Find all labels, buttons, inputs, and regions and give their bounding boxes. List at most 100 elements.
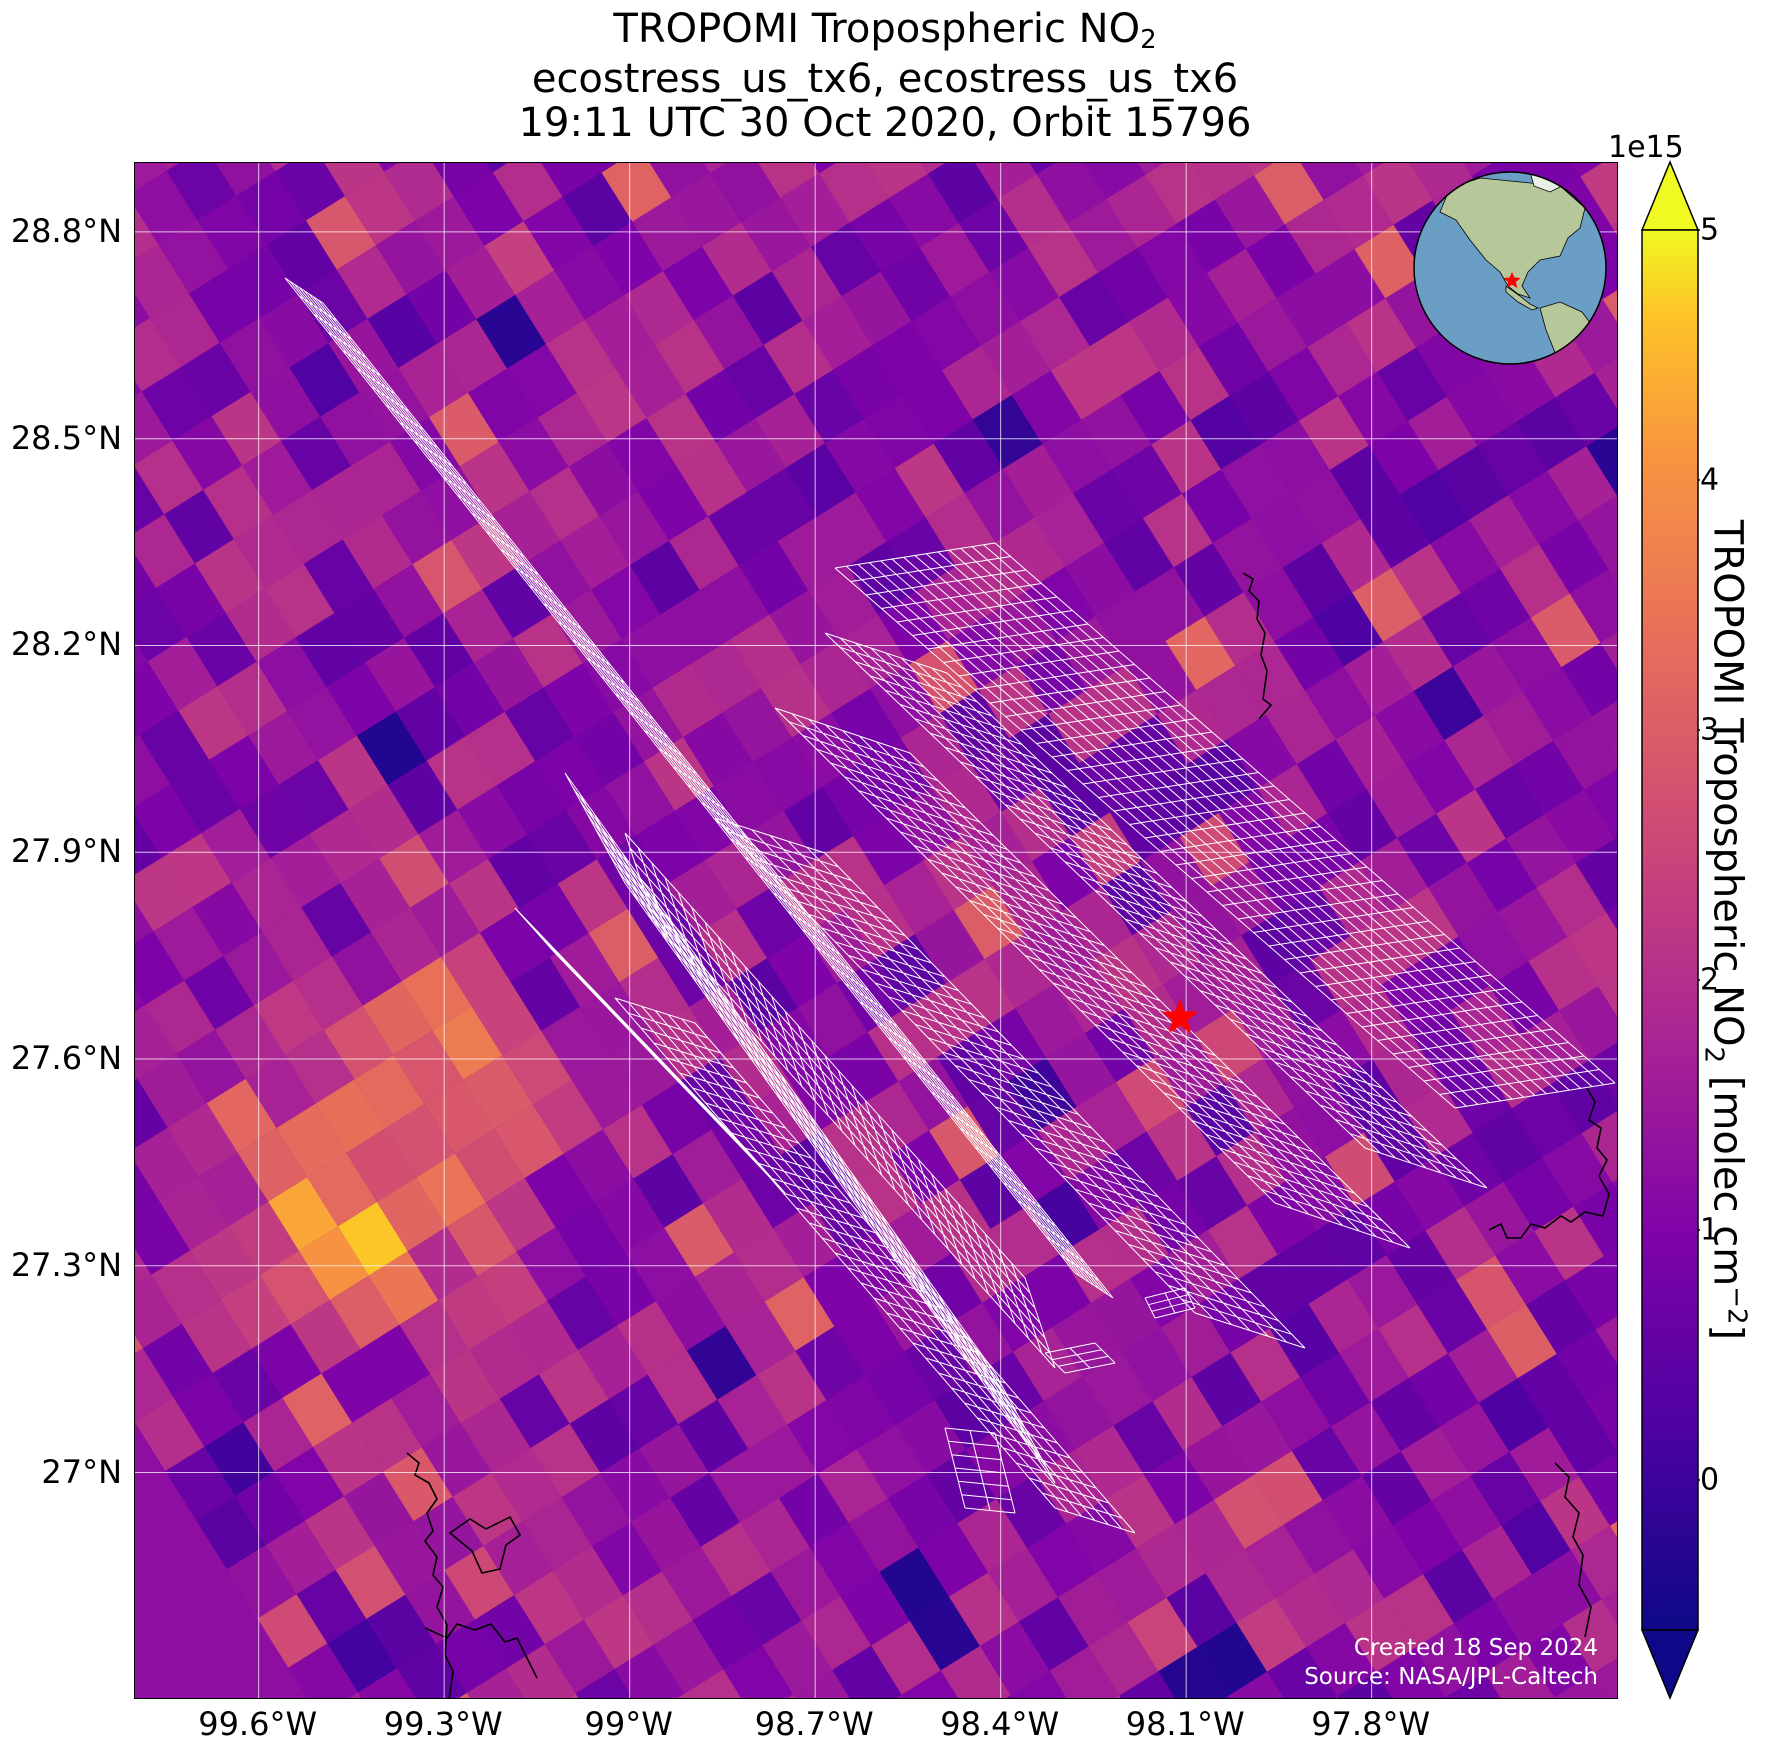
- tropomi-pixel: [1098, 248, 1168, 322]
- tropomi-pixel: [1485, 348, 1556, 422]
- tropomi-pixel: [1052, 1303, 1122, 1377]
- tropomi-pixel: [1388, 887, 1459, 961]
- tropomi-pixel: [970, 738, 1041, 812]
- tropomi-pixel: [466, 1668, 525, 1698]
- tropomi-pixel: [575, 1669, 633, 1698]
- tropomi-pixel: [1550, 1059, 1617, 1134]
- tropomi-pixel: [972, 395, 1043, 469]
- tropomi-pixel: [212, 1348, 283, 1423]
- tropomi-pixel: [1159, 346, 1230, 421]
- tropomi-pixel: [1405, 740, 1476, 814]
- tropomi-pixel: [686, 1326, 757, 1400]
- tropomi-pixel: [235, 1471, 305, 1545]
- tropomi-pixel: [220, 1275, 291, 1349]
- tropomi-pixel: [281, 416, 351, 491]
- tropomi-pixel: [135, 1201, 191, 1275]
- map-panel[interactable]: [134, 162, 1618, 1699]
- tropomi-pixel: [1099, 1205, 1169, 1279]
- tropomi-pixel: [723, 1645, 794, 1698]
- tropomi-pixel: [1495, 1231, 1565, 1305]
- tropomi-pixel: [135, 1075, 137, 1080]
- tropomi-pixel: [1553, 1697, 1555, 1698]
- tropomi-pixel: [574, 712, 645, 786]
- tropomi-pixel: [345, 171, 415, 246]
- tropomi-pixel: [1612, 1179, 1617, 1190]
- tropomi-pixel: [1439, 1402, 1510, 1477]
- tropomi-pixel: [1076, 1082, 1147, 1156]
- tropomi-pixel: [233, 514, 304, 589]
- tropomi-pixel: [1497, 887, 1568, 962]
- tropomi-pixel: [1010, 1670, 1067, 1698]
- tropomi-pixel: [1179, 812, 1250, 887]
- coastline-west: [406, 1452, 454, 1698]
- tropomi-pixel: [307, 1152, 377, 1227]
- tropomi-pixel: [1229, 371, 1299, 446]
- tropomi-pixel: [446, 1202, 517, 1276]
- tropomi-pixel: [1462, 1525, 1532, 1599]
- tropomi-pixel: [135, 244, 189, 318]
- tropomi-pixel: [135, 467, 165, 533]
- tropomi-pixel: [1192, 163, 1255, 200]
- tropomi-pixel: [859, 1081, 929, 1155]
- tropomi-pixel: [1606, 905, 1617, 930]
- tropomi-pixel: [1427, 862, 1498, 937]
- tropomi-pixel: [321, 1349, 392, 1423]
- swath-mesh: [714, 817, 1306, 1349]
- tropomi-pixel: [787, 1400, 857, 1474]
- tropomi-pixel: [135, 1248, 152, 1285]
- tropomi-pixel: [601, 163, 672, 222]
- tropomi-pixel: [828, 1032, 899, 1106]
- tropomi-pixel: [809, 1522, 880, 1597]
- tropomi-pixel: [704, 163, 727, 173]
- tropomi-pixel: [289, 343, 360, 417]
- tropomi-pixel: [237, 1128, 308, 1202]
- tropomi-pixel: [1197, 1622, 1268, 1697]
- tropomi-pixel: [434, 662, 505, 737]
- tropomi-pixel: [1065, 542, 1135, 617]
- tropomi-pixel: [1282, 543, 1353, 617]
- tropomi-pixel: [998, 1131, 1069, 1205]
- tropomi-pixel: [1284, 200, 1355, 274]
- tropomi-pixel: [1115, 1057, 1186, 1132]
- tropomi-pixel: [414, 196, 485, 271]
- tropomi-pixel: [1029, 1180, 1100, 1254]
- credits-text: Created 18 Sep 2024 Source: NASA/JPL-Cal…: [1304, 1634, 1598, 1692]
- tropomi-pixel: [491, 1448, 562, 1522]
- tropomi-pixel: [896, 1694, 904, 1698]
- colorbar-tick-label: 0: [1700, 1462, 1720, 1498]
- tropomi-pixel: [1304, 666, 1375, 740]
- tropomi-pixel: [664, 1203, 734, 1277]
- tropomi-pixel: [926, 1449, 997, 1524]
- tropomi-pixel: [297, 269, 368, 344]
- tropomi-pixel: [1503, 1157, 1574, 1232]
- tropomi-pixel: [693, 295, 764, 370]
- tropomi-pixel: [1143, 493, 1213, 568]
- tropomi-pixel: [600, 1448, 671, 1522]
- tropomi-pixel: [1235, 641, 1305, 715]
- tropomi-pixel: [1057, 1572, 1128, 1647]
- tropomi-pixel: [1206, 248, 1277, 323]
- tropomi-pixel: [1327, 788, 1398, 863]
- tropomi-pixel: [377, 1177, 447, 1252]
- tropomi-pixel: [895, 1400, 966, 1475]
- tropomi-pixel: [1528, 936, 1599, 1011]
- tropomi-pixel: [1176, 199, 1246, 274]
- tropomi-pixel: [802, 296, 873, 370]
- tropomi-pixel: [647, 1350, 718, 1424]
- tropomi-pixel: [734, 1228, 804, 1302]
- tropomi-pixel: [1330, 1402, 1401, 1476]
- tropomi-pixel: [529, 466, 600, 541]
- tropomi-pixel: [1135, 1524, 1206, 1598]
- tropomi-pixel: [646, 393, 717, 468]
- tropomi-pixel: [1394, 1157, 1465, 1231]
- tropomi-pixel: [710, 163, 781, 223]
- tropomi-pixel: [1121, 1327, 1192, 1402]
- tropomi-pixel: [278, 760, 349, 834]
- tropomi-pixel: [607, 418, 678, 492]
- tropomi-pixel: [135, 170, 198, 245]
- tropomi-pixel: [616, 1301, 687, 1375]
- tropomi-pixel: [1062, 886, 1133, 960]
- tropomi-pixel: [254, 980, 324, 1055]
- tropomi-pixel: [1362, 163, 1433, 225]
- tropomi-pixel: [1349, 911, 1420, 986]
